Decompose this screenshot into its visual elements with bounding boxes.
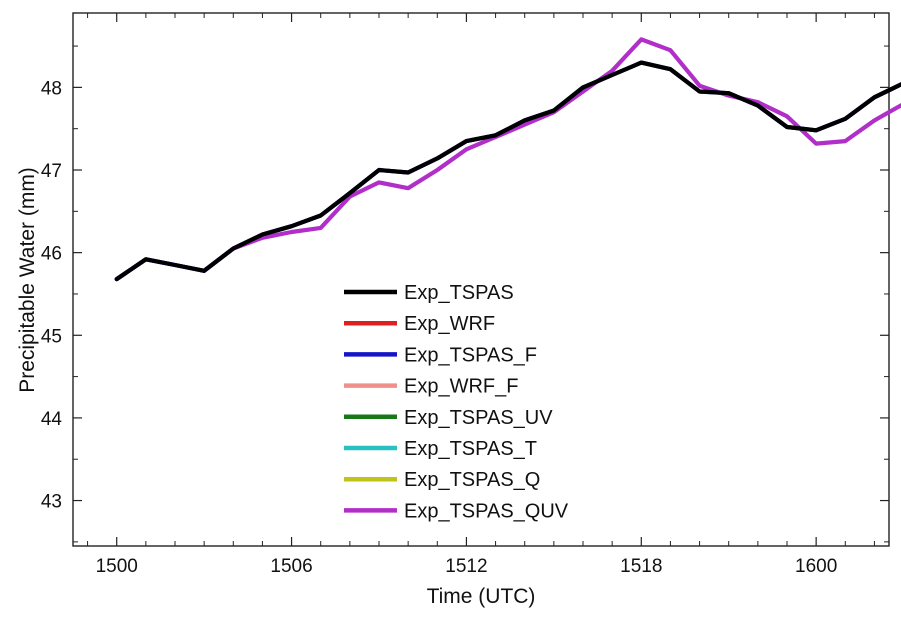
legend-label: Exp_TSPAS_UV: [404, 407, 553, 429]
series-line-exp-tspas-quv: [114, 37, 901, 282]
y-tick-label: 47: [41, 161, 62, 182]
legend-label: Exp_TSPAS_T: [404, 438, 537, 460]
y-axis-title: Precipitable Water (mm): [16, 167, 39, 393]
legend-label: Exp_WRF: [404, 313, 495, 335]
x-tick-label: 1506: [270, 556, 312, 577]
y-tick-label: 45: [41, 326, 62, 347]
y-tick-label: 44: [41, 409, 63, 430]
x-axis: 150015061512151816001606161216181700: [87, 13, 875, 577]
x-tick-label: 1500: [96, 556, 138, 577]
legend-label: Exp_TSPAS_F: [404, 344, 537, 366]
y-tick-label: 48: [41, 78, 62, 99]
legend-label: Exp_TSPAS_Q: [404, 469, 540, 491]
y-tick-label: 46: [41, 244, 62, 265]
y-tick-label: 43: [41, 492, 62, 513]
legend-label: Exp_TSPAS: [404, 282, 514, 304]
series-line-exp-tspas: [114, 60, 901, 282]
legend: Exp_TSPAS Exp_WRF Exp_TSPAS_F Exp_WRF_F Exp_…: [344, 282, 569, 522]
legend-label: Exp_WRF_F: [404, 376, 518, 398]
series-layer: [114, 37, 901, 282]
x-tick-label: 1600: [795, 556, 837, 577]
x-tick-label: 1512: [445, 556, 487, 577]
x-axis-title: Time (UTC): [427, 585, 536, 608]
legend-label: Exp_TSPAS_QUV: [404, 500, 569, 522]
x-tick-label: 1518: [620, 556, 662, 577]
y-axis: 43 44 45 46 47 48: [41, 45, 889, 543]
plot-frame: [72, 12, 890, 547]
